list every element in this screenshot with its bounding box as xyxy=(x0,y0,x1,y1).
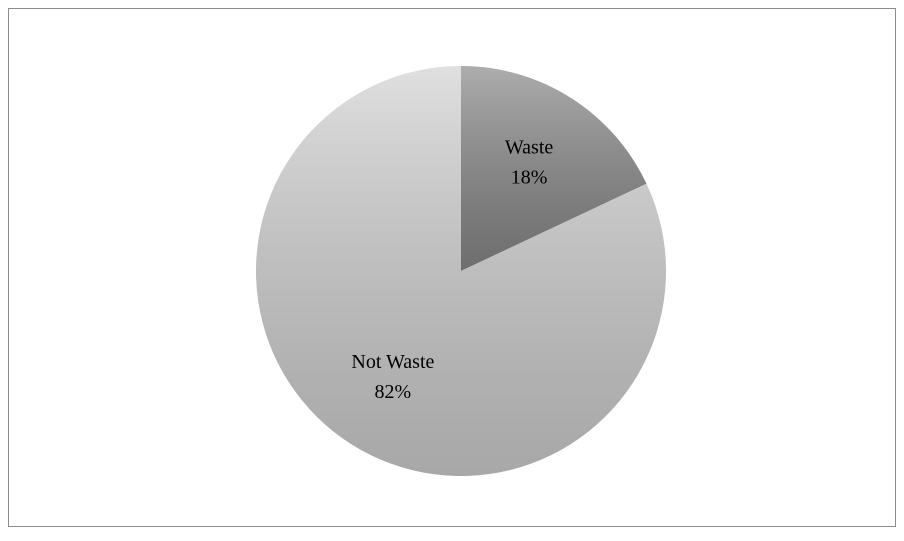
slice-label: Waste xyxy=(505,136,553,158)
slice-label: Not Waste xyxy=(351,351,434,373)
slice-value-label: 18% xyxy=(511,166,548,188)
slice-value-label: 82% xyxy=(375,381,412,403)
